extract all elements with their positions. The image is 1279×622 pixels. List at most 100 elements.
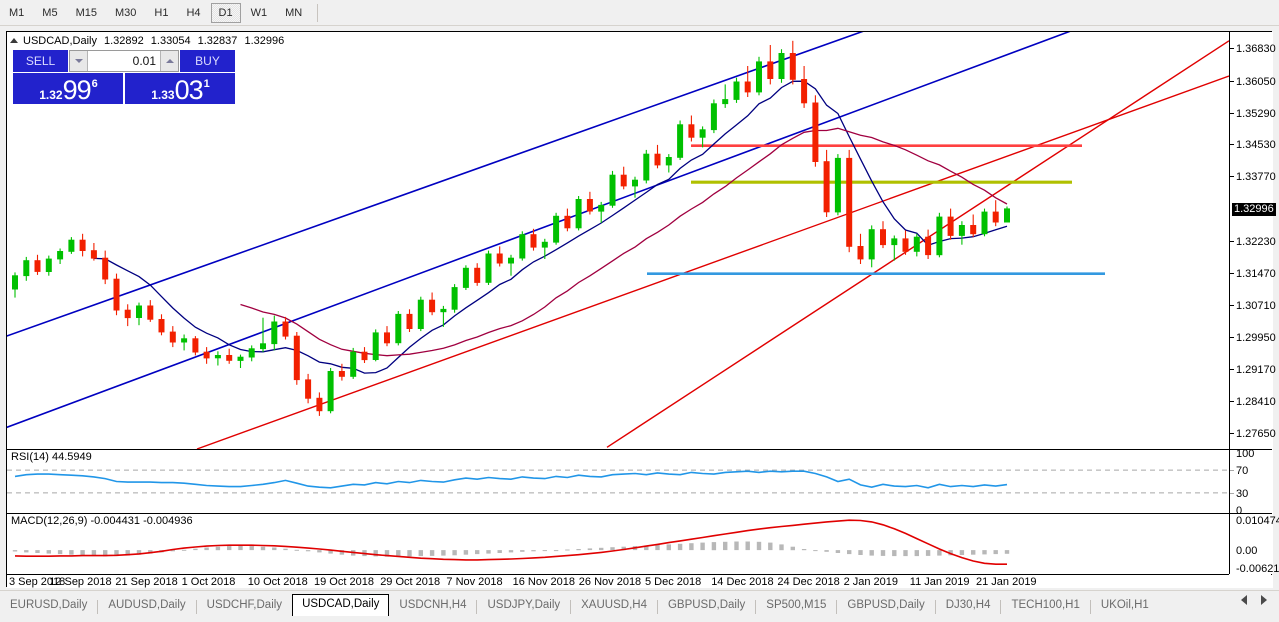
tab-divider	[656, 600, 658, 614]
chart-tab-dj30-h4[interactable]: DJ30,H4	[945, 599, 991, 611]
tab-divider	[476, 600, 478, 614]
time-axis-label: 1 Oct 2018	[181, 576, 236, 588]
candlestick-plot	[7, 32, 1229, 449]
scale-divider-rsi	[1229, 449, 1272, 450]
time-axis-label: 2 Jan 2019	[843, 576, 899, 588]
price-tick: 1.35290	[1230, 108, 1276, 120]
timeframe-button-m5[interactable]: M5	[42, 6, 58, 19]
timeframe-button-m1[interactable]: M1	[9, 6, 25, 19]
chart-tab-sp500-m15[interactable]: SP500,M15	[766, 599, 827, 611]
macd-pane[interactable]: MACD(12,26,9) -0.004431 -0.004936	[7, 514, 1229, 575]
chevron-down-icon	[74, 59, 83, 63]
ohlc-values: 1.32892 1.33054 1.32837 1.32996	[104, 35, 288, 47]
volume-increase-button[interactable]	[160, 51, 178, 71]
time-axis-label: 12 Sep 2018	[49, 576, 112, 588]
buy-button[interactable]: BUY	[180, 50, 235, 72]
tab-divider	[1089, 600, 1091, 614]
sell-price-button[interactable]: 1.32 99 6	[13, 73, 123, 104]
timeframe-button-mn[interactable]: MN	[285, 6, 303, 19]
time-axis-label: 29 Oct 2018	[380, 576, 441, 588]
chart-frame[interactable]: USDCAD,Daily 1.32892 1.33054 1.32837 1.3…	[6, 31, 1279, 588]
time-axis-label: 21 Sep 2018	[115, 576, 178, 588]
tab-divider	[195, 600, 197, 614]
chart-tab-ukoil-h1[interactable]: UKOil,H1	[1100, 599, 1149, 611]
price-tick: 1.36050	[1230, 76, 1276, 88]
time-axis-label: 11 Jan 2019	[909, 576, 970, 588]
rsi-label: RSI(14) 44.5949	[11, 451, 92, 463]
chart-tab-eurusd-daily[interactable]: EURUSD,Daily	[10, 599, 88, 611]
sell-button[interactable]: SELL	[13, 50, 68, 72]
ohlc-high: 1.33054	[150, 34, 191, 47]
scroll-left-icon[interactable]	[1241, 595, 1247, 605]
chart-tab-usdjpy-daily[interactable]: USDJPY,Daily	[487, 599, 561, 611]
timeframe-button-w1[interactable]: W1	[250, 6, 268, 19]
price-tick: 1.34530	[1230, 139, 1276, 151]
timeframe-button-m15[interactable]: M15	[75, 6, 97, 19]
time-axis-label: 16 Nov 2018	[512, 576, 575, 588]
collapse-triangle-icon[interactable]	[10, 38, 18, 43]
rsi-tick: 100	[1236, 448, 1255, 460]
chart-tab-usdcnh-h4[interactable]: USDCNH,H4	[399, 599, 467, 611]
chart-tab-tech100-h1[interactable]: TECH100,H1	[1011, 599, 1080, 611]
symbol-label: USDCAD,Daily	[23, 34, 97, 47]
time-axis-label: 26 Nov 2018	[578, 576, 642, 588]
scroll-right-icon[interactable]	[1261, 595, 1267, 605]
ohlc-low: 1.32837	[197, 34, 238, 47]
timeframe-button-m30[interactable]: M30	[114, 6, 137, 19]
price-scale[interactable]: 1.36830 1.36050 1.35290 1.34530 1.33770 1.322…	[1229, 32, 1279, 575]
timeframe-toolbar: M1 M5 M15 M30 H1 H4 D1 W1 MN	[0, 0, 1279, 26]
timeframe-button-h1[interactable]: H1	[154, 6, 169, 19]
macd-tick: 0.010474	[1236, 515, 1279, 527]
toolbar-divider	[317, 3, 319, 22]
price-tick: 1.27650	[1230, 428, 1276, 440]
chart-tab-usdcad-daily[interactable]: USDCAD,Daily	[292, 594, 390, 616]
time-axis-label: 24 Dec 2018	[777, 576, 840, 588]
chart-tab-gbpusd-daily[interactable]: GBPUSD,Daily	[667, 599, 746, 611]
time-axis-label: 3 Sep 2018	[9, 576, 66, 588]
rsi-plot	[7, 469, 1229, 494]
price-tick: 1.32230	[1230, 236, 1276, 248]
timeframe-button-d1[interactable]: D1	[210, 2, 241, 23]
price-tick: 1.29950	[1230, 332, 1276, 344]
tab-divider	[934, 600, 936, 614]
macd-tick: -0.006218	[1236, 563, 1279, 575]
buy-price-button[interactable]: 1.33 03 1	[125, 73, 235, 104]
tab-divider	[570, 600, 572, 614]
chart-inner: USDCAD,Daily 1.32892 1.33054 1.32837 1.3…	[7, 32, 1279, 588]
rsi-pane[interactable]: RSI(14) 44.5949	[7, 450, 1229, 514]
volume-decrease-button[interactable]	[70, 51, 88, 71]
volume-stepper[interactable]: 0.01	[69, 50, 179, 72]
macd-plot	[12, 519, 1010, 566]
ohlc-open: 1.32892	[103, 34, 144, 47]
macd-label: MACD(12,26,9) -0.004431 -0.004936	[11, 515, 193, 527]
price-tick: 1.36830	[1230, 43, 1276, 55]
timeframe-button-h4[interactable]: H4	[186, 6, 201, 19]
oct-price-row: 1.32 99 6 1.33 03 1	[13, 73, 235, 104]
sell-price-prefix: 1.32	[39, 88, 63, 102]
price-tick: 1.33770	[1230, 171, 1276, 183]
chart-tabs-bar: EURUSD,Daily AUDUSD,Daily USDCHF,Daily USDC…	[0, 590, 1279, 622]
one-click-trading-panel[interactable]: SELL 0.01 BUY 1.32 99 6 1.33	[13, 50, 235, 104]
time-axis-label: 14 Dec 2018	[711, 576, 774, 588]
price-tick: 1.28410	[1230, 396, 1276, 408]
time-axis-label: 7 Nov 2018	[446, 576, 503, 588]
rsi-tick: 70	[1230, 465, 1273, 477]
tab-divider	[1000, 600, 1002, 614]
tab-divider	[755, 600, 757, 614]
price-tick: 1.30710	[1230, 300, 1276, 312]
chart-symbol-header: USDCAD,Daily 1.32892 1.33054 1.32837 1.3…	[10, 34, 288, 47]
oct-top-row: SELL 0.01 BUY	[13, 50, 235, 72]
time-axis-label: 19 Oct 2018	[314, 576, 374, 588]
chart-tab-usdchf-daily[interactable]: USDCHF,Daily	[206, 599, 283, 611]
buy-price-main: 03	[174, 75, 204, 105]
time-axis-label: 5 Dec 2018	[645, 576, 702, 588]
buy-price-fraction: 1	[203, 78, 210, 90]
price-tick: 1.29170	[1230, 364, 1276, 376]
chart-tab-audusd-daily[interactable]: AUDUSD,Daily	[108, 599, 186, 611]
macd-tick: 0.00	[1236, 545, 1258, 558]
scale-divider-macd	[1229, 513, 1272, 514]
chart-tab-gbpusd-daily[interactable]: GBPUSD,Daily	[847, 599, 925, 611]
chart-tab-xauusd-h4[interactable]: XAUUSD,H4	[581, 599, 647, 611]
time-axis-label: 10 Oct 2018	[247, 576, 308, 588]
volume-input[interactable]: 0.01	[132, 54, 156, 68]
